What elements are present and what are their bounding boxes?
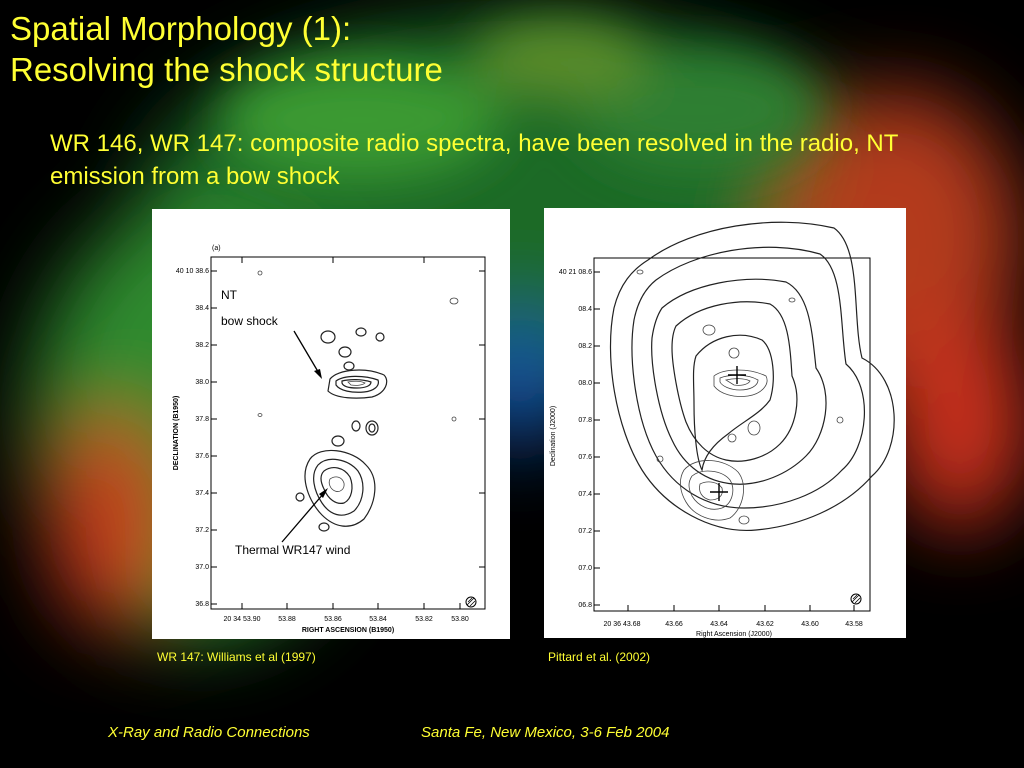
left-x-tick-marks — [241, 257, 461, 609]
left-beam-marker — [465, 596, 477, 608]
right-plot-frame — [593, 257, 871, 612]
right-xtick-4: 43.60 — [801, 621, 819, 628]
right-ytick-4: 07.8 — [578, 417, 592, 424]
left-xtick-4: 53.82 — [415, 616, 433, 623]
caption-left: WR 147: Williams et al (1997) — [157, 650, 316, 664]
right-ytick-6: 07.4 — [578, 491, 592, 498]
left-xlabel: RIGHT ASCENSION (B1950) — [302, 627, 394, 634]
right-xtick-0: 20 36 43.68 — [604, 621, 641, 628]
arrow-to-thermal-wind — [281, 488, 328, 543]
slide-title: Spatial Morphology (1): Resolving the sh… — [10, 8, 443, 90]
right-xtick-2: 43.64 — [710, 621, 728, 628]
footer-conference: X-Ray and Radio Connections — [108, 724, 310, 741]
right-ytick-1: 08.4 — [578, 306, 592, 313]
left-xtick-1: 53.88 — [278, 616, 296, 623]
star-marker-wr147-n — [728, 366, 746, 384]
left-ytick-7: 37.2 — [195, 527, 209, 534]
arrow-to-bow-shock — [293, 330, 322, 379]
left-thermal-wind-contours — [257, 270, 459, 532]
left-xtick-3: 53.84 — [369, 616, 387, 623]
slide-subtitle: WR 146, WR 147: composite radio spectra,… — [50, 130, 898, 190]
right-contour-map: 40 21 08.6 08.4 08.2 08.0 07.8 07.6 07.4… — [544, 208, 906, 638]
annotation-thermal-wind: Thermal WR147 wind — [235, 543, 350, 557]
annotation-nt: NT — [221, 288, 238, 302]
left-ytick-2: 38.2 — [195, 342, 209, 349]
right-xtick-3: 43.62 — [756, 621, 774, 628]
left-bow-shock-contours — [320, 327, 388, 436]
right-ytick-5: 07.6 — [578, 454, 592, 461]
star-marker-wr147-s — [710, 483, 728, 501]
right-ytick-0: 40 21 08.6 — [559, 269, 592, 276]
left-ytick-1: 38.4 — [195, 305, 209, 312]
right-ytick-8: 07.0 — [578, 565, 592, 572]
right-inner-contours — [636, 269, 844, 525]
footer-location-date: Santa Fe, New Mexico, 3-6 Feb 2004 — [421, 724, 670, 741]
right-ytick-2: 08.2 — [578, 343, 592, 350]
right-outer-contours — [609, 221, 895, 531]
right-ytick-9: 06.8 — [578, 602, 592, 609]
right-y-tick-marks — [594, 271, 600, 606]
left-ytick-0: 40 10 38.6 — [176, 268, 209, 275]
right-ytick-7: 07.2 — [578, 528, 592, 535]
left-contour-map: (a) 40 10 38.6 38.4 38.2 38.0 37.8 37.6 … — [152, 209, 510, 639]
right-ylabel: Declination (J2000) — [550, 406, 557, 466]
right-ytick-3: 08.0 — [578, 380, 592, 387]
right-xtick-5: 43.58 — [845, 621, 863, 628]
left-y-tick-marks — [211, 270, 485, 605]
caption-right: Pittard et al. (2002) — [548, 650, 651, 664]
left-xtick-2: 53.86 — [324, 616, 342, 623]
left-panel-label: (a) — [212, 245, 221, 252]
left-ylabel: DECLINATION (B1950) — [173, 396, 180, 471]
left-xtick-0: 20 34 53.90 — [224, 616, 261, 623]
right-xtick-1: 43.66 — [665, 621, 683, 628]
left-ytick-4: 37.8 — [195, 416, 209, 423]
annotation-bow-shock: bow shock — [221, 314, 279, 328]
left-ytick-9: 36.8 — [195, 601, 209, 608]
right-x-tick-marks — [627, 605, 855, 611]
left-ytick-8: 37.0 — [195, 564, 209, 571]
left-ytick-3: 38.0 — [195, 379, 209, 386]
title-line-2: Resolving the shock structure — [10, 51, 443, 88]
right-beam-marker — [850, 593, 862, 605]
left-ytick-5: 37.6 — [195, 453, 209, 460]
left-xtick-5: 53.80 — [451, 616, 469, 623]
right-xlabel: Right Ascension (J2000) — [696, 631, 772, 638]
left-ytick-6: 37.4 — [195, 490, 209, 497]
left-plot-frame — [210, 256, 486, 610]
title-line-1: Spatial Morphology (1): — [10, 10, 352, 47]
